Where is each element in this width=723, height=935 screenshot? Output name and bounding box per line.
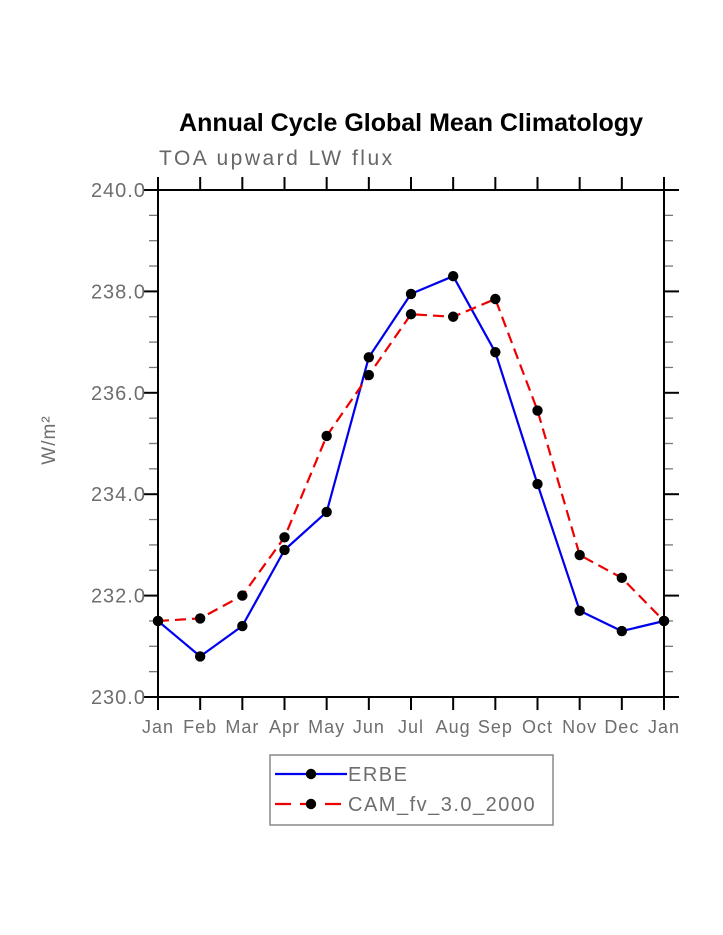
legend-label: ERBE [348,764,408,786]
data-point-marker [574,549,585,561]
x-tick-label: Jan [648,717,680,737]
data-point-marker [447,311,459,322]
data-point-marker [405,288,417,300]
data-point-marker [194,613,206,624]
series-line-cam_fv_3.0_2000 [157,297,665,623]
y-tick-label: 232.0 [91,586,146,608]
y-tick-label: 236.0 [91,383,146,405]
data-point-marker [532,405,543,416]
x-tick-label: Jun [353,717,385,737]
data-point-marker [616,625,628,637]
data-point-marker [321,430,332,442]
data-point-marker [574,605,585,617]
y-tick-label: 230.0 [91,687,146,709]
plot-frame [157,189,665,698]
data-point-marker [405,309,417,320]
chart-subtitle: TOA upward LW flux [159,147,395,170]
x-tick-label: Oct [522,717,553,737]
data-point-marker [237,590,248,601]
legend-box [269,754,554,826]
legend-label: CAM_fv_3.0_2000 [348,794,536,816]
data-point-marker [363,352,375,363]
data-point-marker [616,572,628,584]
series-line-erbe [157,275,665,658]
legend-marker [305,768,317,780]
y-tick-label: 240.0 [91,180,146,202]
x-tick-label: Feb [183,717,217,737]
x-tick-label: Nov [562,717,597,737]
x-tick-label: Aug [436,717,471,737]
x-tick-label: Sep [478,717,513,737]
data-point-marker [532,478,543,490]
data-point-marker [363,369,375,381]
x-tick-label: Jul [398,717,424,737]
x-tick-label: Apr [269,717,300,737]
x-tick-label: Mar [225,717,259,737]
x-tick-label: May [308,717,345,737]
data-point-marker [237,620,248,632]
data-point-marker [447,270,459,282]
data-point-marker [490,347,501,358]
y-tick-label: 238.0 [91,281,146,303]
data-point-marker [490,293,501,305]
legend-marker [305,798,317,810]
data-point-marker [152,615,164,627]
x-tick-label: Dec [604,717,639,737]
chart-title: Annual Cycle Global Mean Climatology [179,109,643,137]
y-tick-label: 234.0 [91,484,146,506]
data-point-marker [279,544,290,556]
x-tick-label: Jan [142,717,174,737]
data-point-marker [321,506,332,518]
data-point-marker [194,651,206,662]
data-point-marker [279,532,290,543]
data-point-marker [658,615,670,627]
